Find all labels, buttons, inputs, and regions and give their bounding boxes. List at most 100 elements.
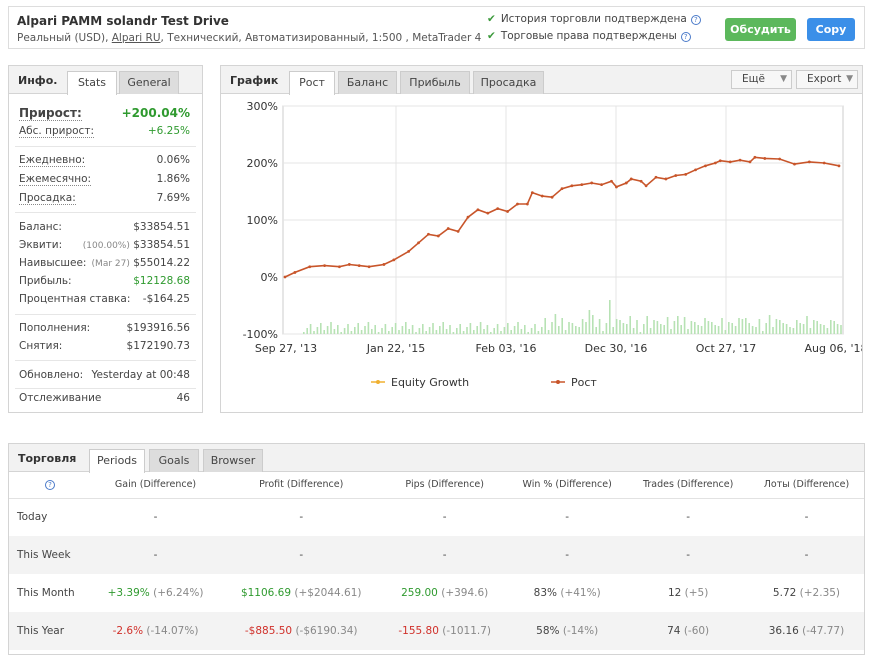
table-row: This Month +3.39% (+6.24%) $1106.69 (+$204… bbox=[9, 574, 864, 612]
volume-bar bbox=[796, 320, 798, 334]
legend-label[interactable]: Рост bbox=[571, 376, 597, 389]
table-cell: - bbox=[507, 498, 627, 536]
cell-value: - bbox=[804, 511, 809, 524]
tab-browser[interactable]: Browser bbox=[203, 449, 263, 472]
table-cell: - bbox=[382, 536, 508, 574]
volume-bar bbox=[469, 323, 472, 334]
volume-bar bbox=[520, 329, 523, 334]
account-details: , Технический, Автоматизированный, 1:500… bbox=[160, 32, 482, 44]
help-icon-cell: ? bbox=[9, 472, 91, 499]
broker-link[interactable]: Alpari RU bbox=[111, 32, 161, 44]
cell-difference: (-$6190.34) bbox=[295, 625, 358, 637]
cell-value: - bbox=[442, 549, 447, 561]
profit-value: $12128.68 bbox=[133, 275, 190, 287]
volume-bar bbox=[534, 324, 536, 334]
table-cell: 36.16 (-47.77) bbox=[748, 612, 864, 650]
volume-bar bbox=[360, 330, 363, 334]
volume-bar bbox=[748, 323, 750, 334]
cell-value: - bbox=[442, 511, 447, 524]
growth-point bbox=[407, 249, 411, 253]
volume-bar bbox=[384, 324, 387, 334]
volume-bar bbox=[840, 325, 842, 334]
growth-point bbox=[293, 271, 297, 274]
more-dropdown[interactable]: Ещё ▼ bbox=[731, 70, 792, 89]
volume-bar bbox=[663, 325, 665, 334]
period-label: Today bbox=[17, 511, 48, 524]
help-icon[interactable]: ? bbox=[45, 480, 55, 491]
volume-bar bbox=[762, 331, 764, 334]
volume-bar bbox=[643, 324, 645, 334]
growth-point bbox=[506, 210, 509, 213]
copy-button[interactable]: Copy bbox=[807, 18, 855, 41]
table-row: This Year -2.6% (-14.07%) -$885.50 (-$6190… bbox=[9, 612, 864, 650]
growth-chart[interactable]: 300% 200% 100% 0% -100%Sep 27, '13 Jan 22, '1… bbox=[221, 94, 862, 412]
volume-bar bbox=[704, 318, 706, 334]
col-lots: Лоты (Difference) bbox=[748, 472, 864, 499]
volume-bar bbox=[466, 327, 468, 334]
tracking-value[interactable]: 46 bbox=[176, 392, 190, 404]
trading-panel-title: Торговля bbox=[18, 452, 77, 465]
tab-profit[interactable]: Прибыль bbox=[400, 71, 470, 94]
volume-bar bbox=[830, 320, 832, 334]
more-label: Ещё bbox=[742, 73, 765, 85]
volume-bar bbox=[690, 321, 693, 334]
discuss-button[interactable]: Обсудить bbox=[725, 18, 796, 41]
legend-label[interactable]: Equity Growth bbox=[391, 376, 469, 389]
volume-bar bbox=[422, 324, 424, 334]
growth-point bbox=[713, 161, 717, 165]
volume-bar bbox=[309, 324, 312, 334]
cell-difference: (+41%) bbox=[560, 587, 601, 599]
cell-value: - bbox=[686, 549, 691, 561]
tab-balance[interactable]: Баланс bbox=[338, 71, 397, 94]
volume-bar bbox=[775, 319, 778, 334]
tab-drawdown[interactable]: Просадка bbox=[473, 71, 544, 94]
volume-bar bbox=[490, 332, 492, 334]
volume-bar bbox=[323, 330, 325, 334]
cell-difference: (-14.07%) bbox=[146, 625, 199, 637]
growth-point bbox=[778, 157, 782, 161]
volume-bar bbox=[802, 324, 805, 334]
growth-point bbox=[664, 177, 668, 181]
growth-point bbox=[323, 264, 326, 267]
growth-point bbox=[763, 157, 767, 160]
growth-point bbox=[427, 232, 430, 236]
volume-bar bbox=[330, 322, 332, 334]
table-row: This Week - - - - - - bbox=[9, 536, 864, 574]
interest-label: Процентная ставка: bbox=[19, 293, 131, 305]
tab-general[interactable]: General bbox=[119, 71, 179, 94]
help-icon[interactable]: ? bbox=[680, 32, 691, 42]
tab-growth[interactable]: Рост bbox=[289, 71, 335, 95]
period-label: This Month bbox=[17, 587, 75, 599]
deposits-value: $193916.56 bbox=[126, 322, 190, 334]
volume-bar bbox=[435, 330, 438, 334]
volume-bar bbox=[714, 325, 716, 334]
tab-periods[interactable]: Periods bbox=[89, 449, 145, 473]
divider bbox=[15, 360, 196, 361]
volume-bar bbox=[537, 331, 540, 334]
cell-value: -155.80 bbox=[398, 625, 439, 637]
volume-bar bbox=[527, 332, 529, 334]
growth-point bbox=[718, 159, 722, 163]
x-tick-label: Aug 06, '18 bbox=[805, 342, 863, 355]
export-label: Export bbox=[807, 73, 842, 85]
volume-bar bbox=[799, 323, 801, 334]
cell-value: 12 bbox=[667, 587, 682, 599]
divider bbox=[15, 146, 196, 147]
volume-bar bbox=[558, 326, 560, 334]
y-tick-label: 0% bbox=[261, 271, 278, 284]
growth-point bbox=[654, 175, 658, 179]
export-dropdown[interactable]: Export ▼ bbox=[796, 70, 858, 89]
volume-bar bbox=[367, 322, 370, 334]
volume-bar bbox=[568, 322, 570, 334]
help-icon[interactable]: ? bbox=[690, 15, 701, 25]
tab-stats[interactable]: Stats bbox=[67, 71, 117, 95]
tab-goals[interactable]: Goals bbox=[149, 449, 199, 472]
volume-bar bbox=[666, 317, 669, 334]
table-cell: -2.6% (-14.07%) bbox=[91, 612, 221, 650]
volume-bar bbox=[496, 324, 499, 334]
volume-bar bbox=[751, 326, 754, 334]
highest-date: (Mar 27) bbox=[91, 259, 130, 269]
info-panel-header: Инфо. Stats General bbox=[9, 66, 202, 95]
trading-panel-header: Торговля Periods Goals Browser bbox=[9, 444, 864, 473]
volume-bar bbox=[554, 314, 557, 334]
